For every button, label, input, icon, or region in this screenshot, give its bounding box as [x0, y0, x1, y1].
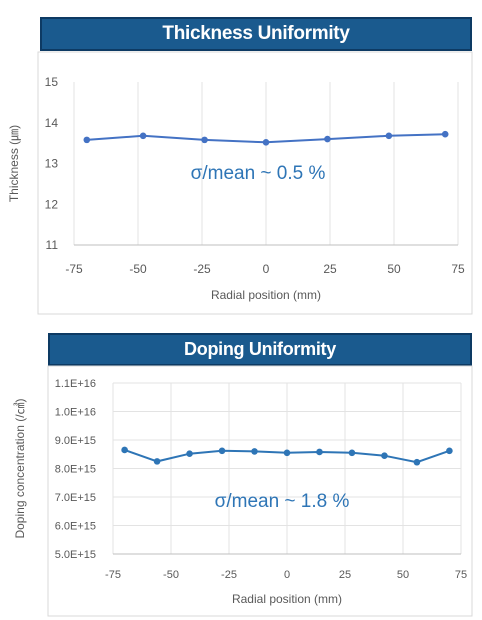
data-point [201, 136, 208, 144]
sigma-annotation: σ/mean ~ 0.5 % [191, 163, 326, 184]
y-tick-label: 12 [45, 197, 59, 211]
x-tick-label: 0 [284, 569, 290, 581]
y-axis-title: Doping concentration (/㎤) [13, 398, 27, 538]
data-point [324, 135, 331, 143]
x-axis-title: Radial position (mm) [211, 288, 321, 302]
data-point [218, 447, 226, 455]
data-point [283, 449, 291, 457]
x-tick-label: 25 [339, 569, 351, 581]
y-tick-label: 15 [45, 75, 59, 89]
chart-title-thickness: Thickness Uniformity [40, 17, 472, 51]
y-tick-label: 8.0E+15 [55, 464, 96, 476]
data-point [385, 132, 393, 140]
x-tick-label: 0 [263, 262, 270, 276]
x-tick-label: -75 [65, 262, 83, 276]
x-tick-label: 75 [455, 569, 467, 581]
x-tick-label: 75 [451, 262, 465, 276]
y-tick-label: 1.1E+16 [55, 378, 96, 390]
data-point [413, 458, 421, 466]
x-tick-label: 50 [397, 569, 409, 581]
data-point [153, 458, 161, 465]
data-point [446, 447, 453, 455]
data-point [83, 136, 91, 144]
y-tick-label: 13 [45, 157, 59, 171]
x-tick-label: -25 [221, 569, 237, 581]
x-tick-label: 50 [387, 262, 401, 276]
y-tick-label: 7.0E+15 [55, 492, 96, 504]
x-tick-label: 25 [323, 262, 337, 276]
data-point [441, 130, 449, 138]
data-point [251, 448, 258, 455]
sigma-annotation: σ/mean ~ 1.8 % [215, 491, 350, 512]
data-point [186, 450, 193, 457]
data-point [348, 449, 356, 457]
plot-frame [37, 51, 473, 315]
data-point [139, 132, 147, 140]
x-tick-label: -25 [193, 262, 211, 276]
data-point [262, 139, 270, 146]
y-tick-label: 9.0E+15 [55, 435, 96, 447]
x-tick-label: -75 [105, 569, 121, 581]
y-axis-title: Thickness (㎛) [7, 125, 21, 202]
y-tick-label: 14 [45, 116, 59, 130]
x-tick-label: -50 [163, 569, 179, 581]
y-tick-label: 5.0E+15 [55, 549, 96, 561]
data-point [121, 446, 128, 454]
y-tick-label: 1.0E+16 [55, 407, 96, 419]
chart-title-doping: Doping Uniformity [48, 333, 472, 366]
data-point [316, 448, 323, 456]
y-tick-label: 6.0E+15 [55, 521, 96, 533]
y-tick-label: 11 [46, 238, 59, 252]
x-tick-label: -50 [129, 262, 147, 276]
plot-frame [47, 365, 473, 617]
x-axis-title: Radial position (mm) [232, 592, 342, 606]
data-point [381, 452, 388, 459]
